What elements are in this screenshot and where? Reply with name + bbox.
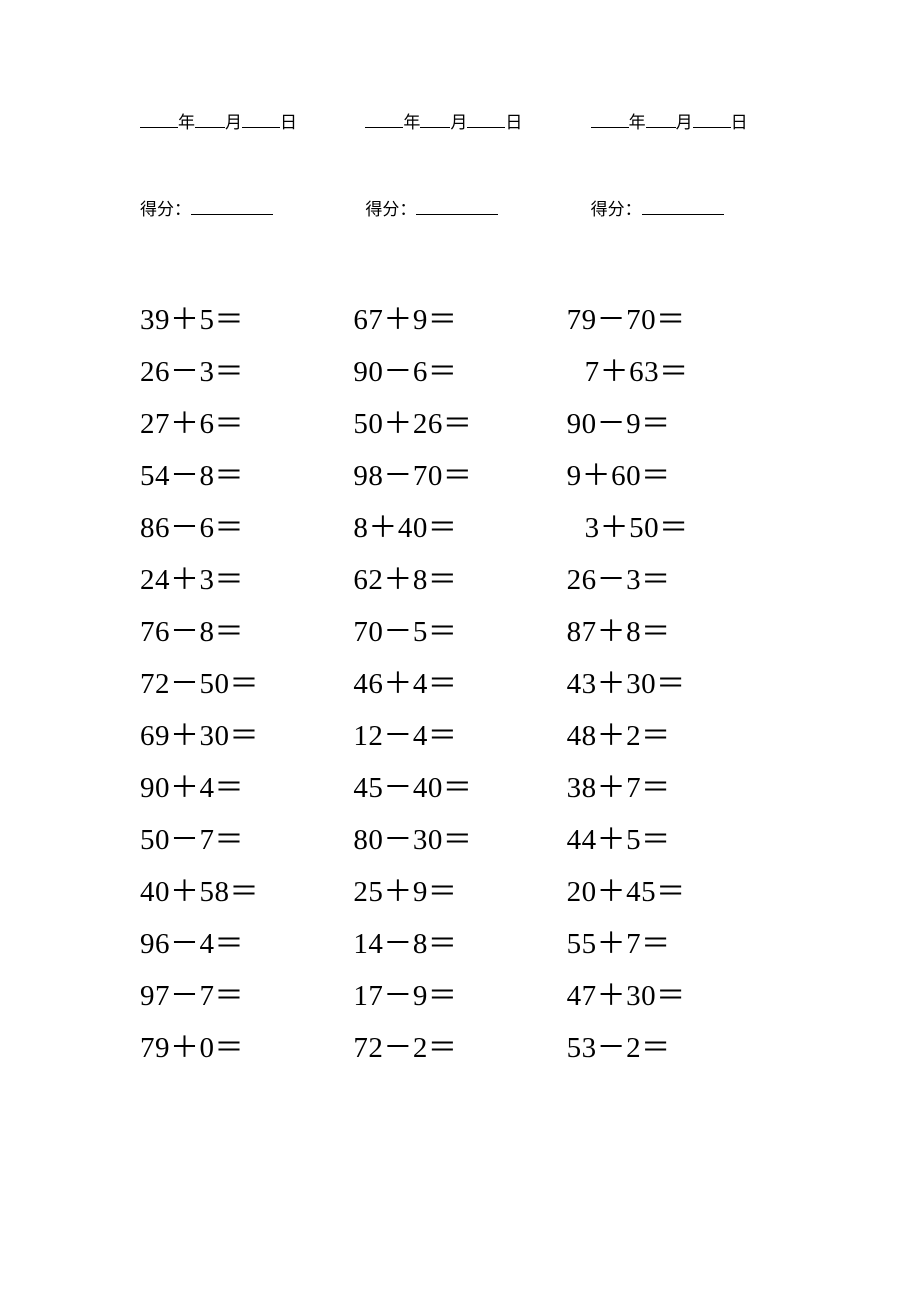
problem-item: 48＋2＝ [567,710,780,762]
score-label: 得分： [365,200,416,219]
problem-item: 14－8＝ [353,918,566,970]
date-header-row: 年月日 年月日 年月日 [140,108,780,133]
score-blank[interactable] [191,198,273,215]
problem-item: 54－8＝ [140,450,353,502]
year-blank[interactable] [365,111,403,128]
year-blank[interactable] [140,111,178,128]
score-cell-2: 得分： [365,195,554,220]
score-blank[interactable] [642,198,724,215]
problem-item: 27＋6＝ [140,398,353,450]
problem-item: 80－30＝ [353,814,566,866]
date-cell-1: 年月日 [140,108,329,133]
score-cell-3: 得分： [591,195,780,220]
problem-item: 79－70＝ [567,294,780,346]
problem-item: 24＋3＝ [140,554,353,606]
problem-item: 90－6＝ [353,346,566,398]
problem-item: 20＋45＝ [567,866,780,918]
problem-item: 69＋30＝ [140,710,353,762]
problem-item: 47＋30＝ [567,970,780,1022]
month-blank[interactable] [420,111,450,128]
problem-item: 26－3＝ [567,554,780,606]
problems-grid: 39＋5＝26－3＝27＋6＝54－8＝86－6＝24＋3＝76－8＝72－50… [140,294,780,1074]
problem-column-1: 39＋5＝26－3＝27＋6＝54－8＝86－6＝24＋3＝76－8＝72－50… [140,294,353,1074]
month-label: 月 [450,113,467,132]
problem-item: 50＋26＝ [353,398,566,450]
score-label: 得分： [140,200,191,219]
month-label: 月 [225,113,242,132]
problem-item: 8＋40＝ [353,502,566,554]
month-blank[interactable] [646,111,676,128]
problem-item: 44＋5＝ [567,814,780,866]
problem-item: 96－4＝ [140,918,353,970]
problem-column-3: 79－70＝7＋63＝90－9＝9＋60＝3＋50＝26－3＝87＋8＝43＋3… [567,294,780,1074]
problem-item: 17－9＝ [353,970,566,1022]
problem-item: 76－8＝ [140,606,353,658]
score-label: 得分： [591,200,642,219]
problem-item: 43＋30＝ [567,658,780,710]
problem-item: 90－9＝ [567,398,780,450]
problem-item: 72－50＝ [140,658,353,710]
date-cell-2: 年月日 [365,108,554,133]
problem-item: 25＋9＝ [353,866,566,918]
score-header-row: 得分： 得分： 得分： [140,195,780,220]
problem-item: 72－2＝ [353,1022,566,1074]
problem-item: 9＋60＝ [567,450,780,502]
date-cell-3: 年月日 [591,108,780,133]
problem-item: 40＋58＝ [140,866,353,918]
day-blank[interactable] [242,111,280,128]
day-blank[interactable] [467,111,505,128]
month-blank[interactable] [195,111,225,128]
score-blank[interactable] [416,198,498,215]
problem-item: 26－3＝ [140,346,353,398]
problem-item: 67＋9＝ [353,294,566,346]
year-label: 年 [629,113,646,132]
problem-item: 53－2＝ [567,1022,780,1074]
problem-item: 97－7＝ [140,970,353,1022]
day-label: 日 [505,113,522,132]
month-label: 月 [676,113,693,132]
problem-item: 70－5＝ [353,606,566,658]
problem-item: 50－7＝ [140,814,353,866]
problem-item: 12－4＝ [353,710,566,762]
year-label: 年 [178,113,195,132]
problem-item: 3＋50＝ [567,502,780,554]
problem-item: 79＋0＝ [140,1022,353,1074]
problem-item: 98－70＝ [353,450,566,502]
problem-item: 87＋8＝ [567,606,780,658]
problem-item: 7＋63＝ [567,346,780,398]
year-blank[interactable] [591,111,629,128]
problem-item: 39＋5＝ [140,294,353,346]
problem-item: 46＋4＝ [353,658,566,710]
problem-item: 90＋4＝ [140,762,353,814]
problem-item: 38＋7＝ [567,762,780,814]
problem-item: 62＋8＝ [353,554,566,606]
problem-column-2: 67＋9＝90－6＝50＋26＝98－70＝8＋40＝62＋8＝70－5＝46＋… [353,294,566,1074]
year-label: 年 [403,113,420,132]
problem-item: 55＋7＝ [567,918,780,970]
day-blank[interactable] [693,111,731,128]
score-cell-1: 得分： [140,195,329,220]
problem-item: 45－40＝ [353,762,566,814]
day-label: 日 [731,113,748,132]
problem-item: 86－6＝ [140,502,353,554]
day-label: 日 [280,113,297,132]
